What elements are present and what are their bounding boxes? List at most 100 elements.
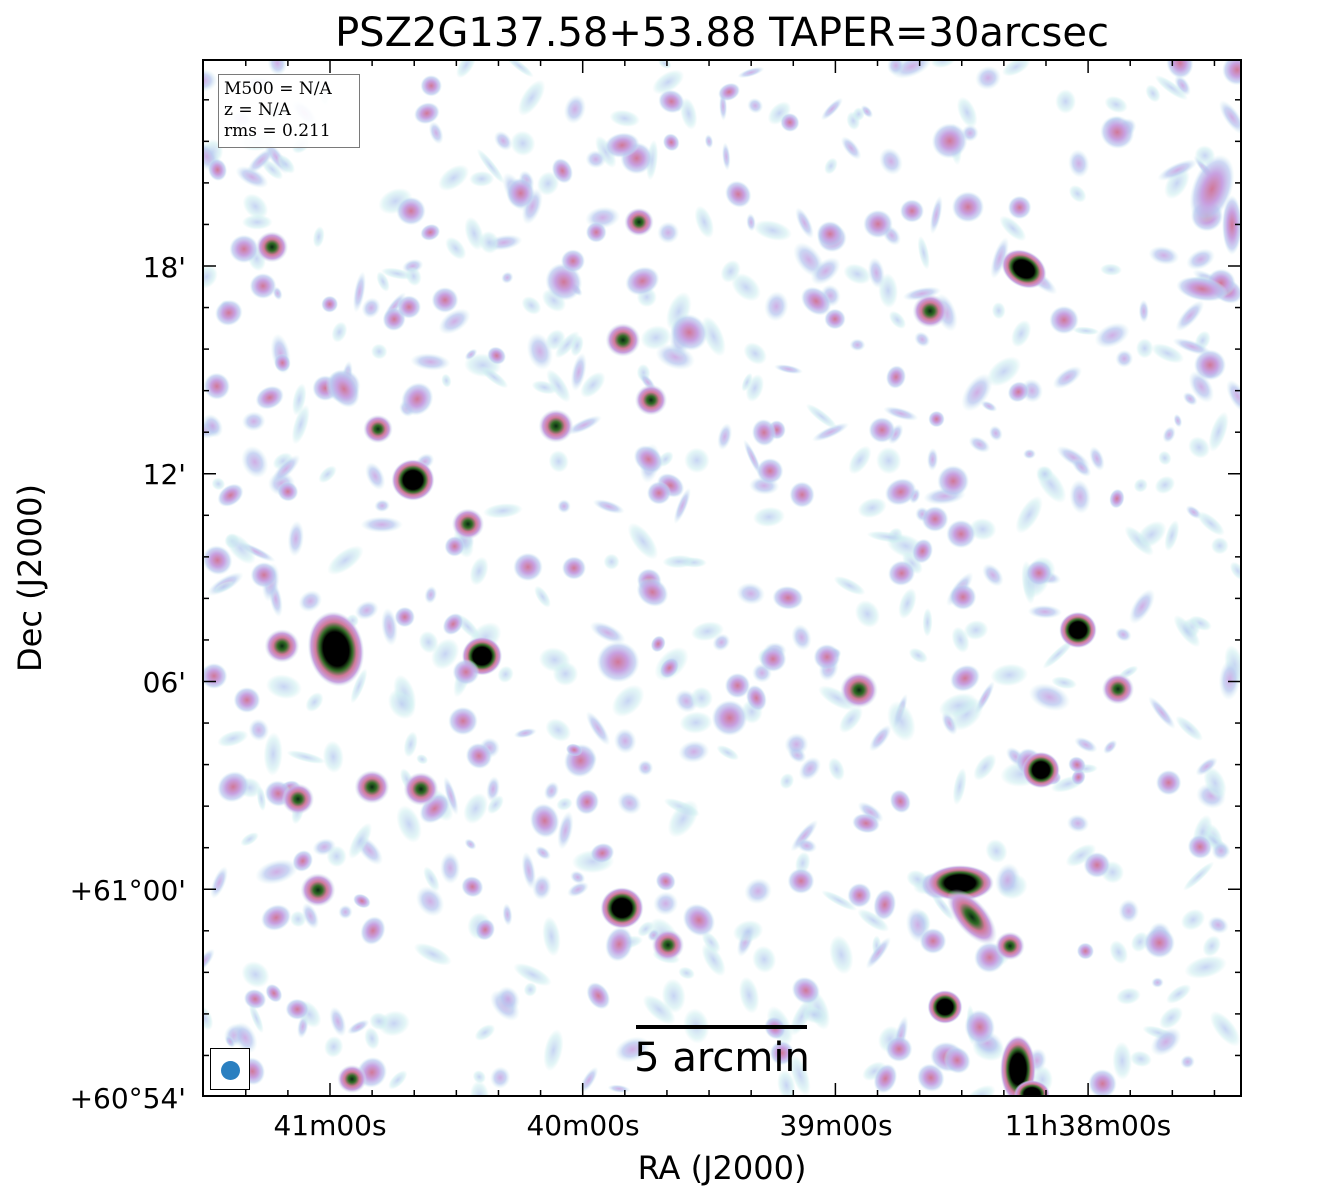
faint-source (911, 538, 934, 564)
noise-blob (1203, 766, 1227, 800)
noise-blob (513, 728, 537, 739)
noise-blob (811, 422, 850, 442)
noise-blob (982, 563, 1004, 587)
noise-blob (305, 692, 324, 712)
noise-blob (496, 986, 520, 1012)
noise-blob (545, 329, 566, 351)
noise-blob (951, 626, 970, 653)
noise-blob (1151, 343, 1185, 364)
radio-source (448, 706, 478, 736)
radio-image (202, 59, 1242, 1097)
faint-source (658, 89, 685, 114)
noise-blob (678, 966, 695, 980)
radio-source (403, 772, 439, 806)
scale-bar (636, 1025, 807, 1029)
faint-source (789, 481, 815, 508)
radio-source (513, 552, 543, 582)
noise-blob (464, 216, 484, 251)
noise-blob (801, 1005, 828, 1024)
noise-blob (352, 271, 366, 313)
noise-blob (887, 701, 916, 742)
noise-blob (678, 740, 710, 764)
noise-blob (265, 674, 302, 700)
noise-blob (289, 910, 307, 928)
noise-blob (838, 705, 863, 734)
radio-source (946, 519, 976, 549)
radio-source (921, 506, 949, 532)
image-background (202, 59, 1242, 1097)
noise-blob (821, 890, 857, 911)
noise-blob (840, 136, 862, 160)
noise-blob (523, 982, 537, 997)
noise-blob (1207, 916, 1229, 934)
noise-blob (387, 688, 416, 720)
noise-blob (1218, 100, 1242, 135)
radio-source (538, 409, 574, 443)
noise-blob (329, 1006, 347, 1037)
radio-source (863, 209, 893, 239)
faint-source (889, 789, 911, 814)
noise-blob (403, 731, 418, 758)
faint-source (475, 918, 496, 941)
noise-blob (469, 171, 495, 187)
noise-blob (210, 866, 228, 899)
faint-source (353, 893, 371, 909)
noise-blob (563, 94, 587, 124)
noise-blob (798, 756, 822, 781)
noise-blob (883, 406, 919, 421)
faint-source (605, 926, 634, 962)
noise-blob (570, 334, 584, 357)
radio-source (396, 295, 422, 319)
noise-blob (487, 795, 504, 815)
noise-blob (312, 838, 337, 856)
noise-blob (557, 811, 574, 850)
radio-source (337, 1064, 367, 1094)
faint-source (655, 871, 676, 892)
faint-source (401, 382, 434, 416)
noise-blob (952, 767, 967, 806)
noise-blob (331, 321, 348, 343)
noise-blob (690, 621, 724, 642)
faint-source (1007, 381, 1030, 403)
faint-source (255, 385, 284, 410)
noise-blob (1154, 475, 1176, 495)
radio-source (949, 584, 977, 610)
noise-blob (521, 851, 537, 890)
noise-blob (929, 195, 943, 235)
noise-blob (410, 353, 451, 371)
noise-blob (908, 647, 928, 664)
noise-blob (1129, 1050, 1152, 1068)
noise-blob (732, 920, 764, 943)
noise-blob (1145, 84, 1161, 103)
faint-source (413, 102, 440, 125)
radio-source (651, 929, 685, 961)
radio-source (759, 646, 787, 672)
noise-blob (1138, 299, 1149, 323)
faint-source (937, 465, 970, 498)
noise-blob (557, 499, 571, 514)
radio-source (600, 887, 644, 929)
faint-source (650, 635, 666, 653)
noise-blob (585, 150, 607, 169)
noise-blob (567, 881, 589, 898)
beam-box (210, 1048, 250, 1090)
radio-source (605, 323, 641, 357)
x-tick-label: 11h38m00s (1004, 1109, 1172, 1142)
extended-source (307, 611, 365, 687)
noise-blob (1210, 537, 1229, 555)
noise-blob (777, 1069, 796, 1097)
noise-blob (1183, 861, 1215, 891)
noise-blob (1208, 411, 1229, 452)
radio-source (363, 414, 393, 444)
noise-blob (579, 1066, 599, 1094)
faint-source (243, 988, 267, 1010)
noise-blob (416, 754, 428, 765)
noise-blob (657, 221, 680, 244)
noise-blob (534, 845, 551, 860)
scale-bar-label: 5 arcmin (634, 1035, 810, 1081)
noise-blob (1148, 696, 1176, 730)
noise-blob (312, 226, 325, 248)
noise-blob (439, 851, 461, 885)
noise-blob (1109, 940, 1129, 965)
noise-blob (818, 685, 857, 711)
